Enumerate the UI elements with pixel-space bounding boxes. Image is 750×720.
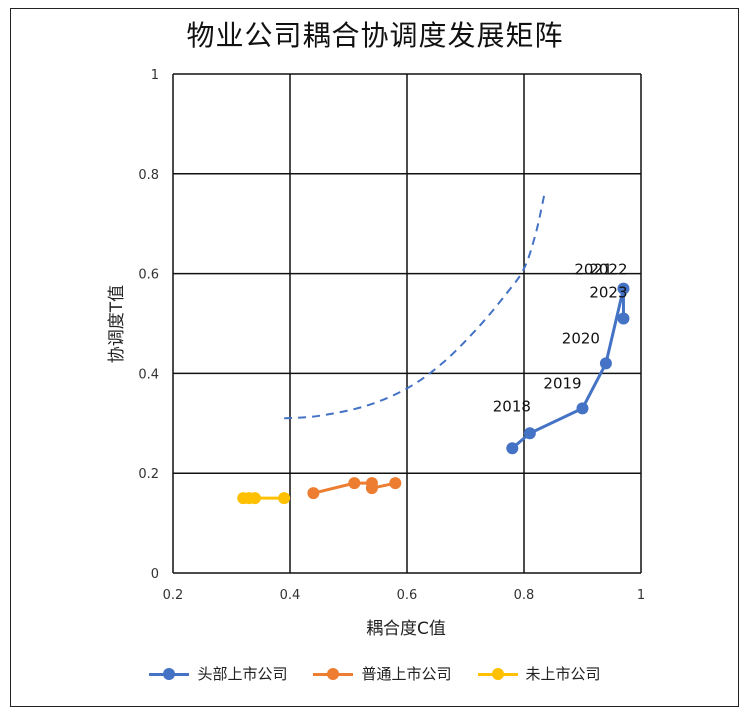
x-axis-title: 耦合度C值 [366,619,446,639]
series-0-point-4 [617,282,630,295]
y-tick-label-3: 0.6 [138,268,159,283]
reference-curve-path [284,193,546,420]
chart-frame [10,8,739,707]
series-0-point-3 [599,357,612,370]
chart-title: 物业公司耦合协调度发展矩阵 [186,19,564,52]
x-tick-label-2: 0.6 [397,588,418,603]
series-2-point-3 [278,492,291,505]
series-0-point-0 [506,442,519,455]
x-tick-label-0: 0.2 [163,588,184,603]
y-tick-label-4: 0.8 [138,168,159,183]
series-1-point-0 [307,487,320,500]
point-label-2020: 2020 [562,329,600,347]
series-1 [307,477,402,500]
point-label-2019: 2019 [543,374,581,392]
y-axis-title: 协调度T值 [107,285,127,363]
series-0 [506,282,630,455]
legend-item-head-listed[interactable]: 头部上市公司 [149,663,287,684]
y-tick-label-5: 1 [151,68,159,83]
grid-lines [172,73,642,574]
series-1-point-1 [348,477,361,490]
point-label-2022: 2022 [589,261,627,279]
legend-swatch-unlisted [477,667,518,681]
point-label-2018: 2018 [493,397,531,415]
point-label-2023: 2023 [589,284,627,302]
series-2-point-2 [248,492,261,505]
series-2 [237,492,291,505]
x-tick-label-3: 0.8 [514,588,535,603]
series-0-point-1 [523,427,536,440]
series-0-point-2 [576,402,589,415]
legend-swatch-regular [313,667,354,681]
series-1-point-3 [365,482,378,495]
legend: 头部上市公司 普通上市公司 未上市公司 [0,663,750,684]
legend-swatch-head [149,667,190,681]
y-tick-label-0: 0 [151,567,159,582]
y-tick-label-1: 0.2 [138,467,159,482]
series-layer [237,282,630,505]
legend-label-head: 头部上市公司 [197,665,288,683]
series-1-point-4 [389,477,402,490]
y-tick-label-2: 0.4 [138,367,159,382]
legend-item-unlisted[interactable]: 未上市公司 [477,663,601,684]
legend-label-regular: 普通上市公司 [361,665,452,683]
legend-label-unlisted: 未上市公司 [525,665,601,683]
legend-item-regular-listed[interactable]: 普通上市公司 [313,663,452,684]
tick-labels: 0.2 0.4 0.6 0.8 1 0 0.2 0.4 0.6 0.8 1 [138,68,645,603]
reference-curve [284,193,546,420]
x-tick-label-4: 1 [637,588,645,603]
point-label-2021: 2021 [574,261,612,279]
series-0-point-5 [617,312,630,325]
x-tick-label-1: 0.4 [280,588,301,603]
